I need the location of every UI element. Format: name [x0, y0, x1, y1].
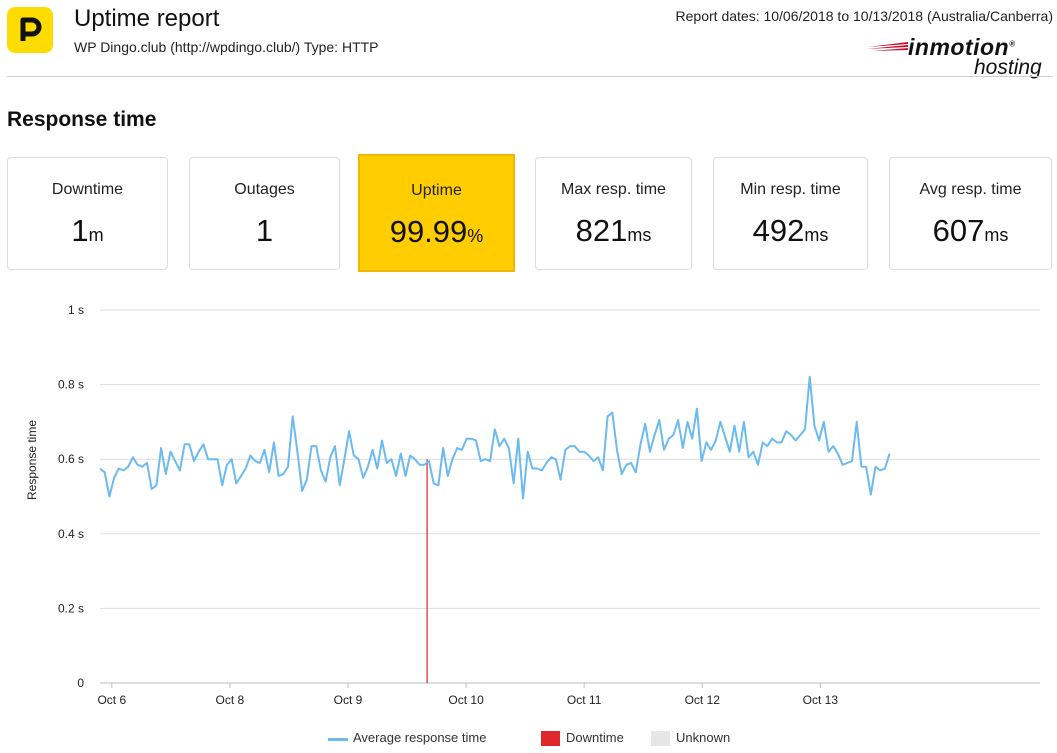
stat-card-avg-resp: Avg resp. time 607ms [889, 157, 1052, 270]
stat-value: 1m [71, 213, 104, 248]
chart-grid [100, 309, 1040, 684]
x-tick-label: Oct 12 [685, 693, 721, 707]
stat-label: Uptime [411, 182, 462, 199]
chart-legend: Average response time Downtime Unknown [0, 730, 1057, 750]
stat-card-outages: Outages 1 [189, 157, 340, 270]
header-divider [7, 76, 1053, 77]
stat-value: 821ms [575, 213, 652, 248]
stat-value: 99.99% [389, 214, 484, 249]
section-title: Response time [7, 108, 157, 131]
y-axis-label: Response time [25, 420, 39, 500]
brand-stripes-icon [866, 42, 908, 51]
legend-item-unknown[interactable]: Unknown [676, 730, 731, 745]
x-tick-label: Oct 11 [567, 693, 602, 707]
x-tick-label: Oct 9 [334, 693, 363, 707]
legend-swatch-unknown [651, 731, 670, 746]
chart-series [99, 375, 891, 500]
stat-value: 492ms [752, 213, 829, 248]
x-tick-label: Oct 10 [448, 693, 484, 707]
x-axis-ticks: Oct 6 Oct 8 Oct 9 Oct 10 Oct 11 Oct 12 Oct 13 [97, 683, 838, 707]
y-tick-label: 0.4 s [58, 527, 84, 541]
series-line-avg-response [99, 375, 891, 500]
stat-label: Avg resp. time [919, 181, 1022, 198]
legend-item-downtime[interactable]: Downtime [566, 730, 624, 745]
page-title: Uptime report [74, 5, 220, 32]
y-tick-label: 0.6 s [58, 452, 84, 466]
page-subtitle: WP Dingo.club (http://wpdingo.club/) Typ… [74, 39, 379, 55]
x-tick-label: Oct 8 [216, 693, 245, 707]
report-dates: Report dates: 10/06/2018 to 10/13/2018 (… [675, 8, 1053, 24]
stat-card-downtime: Downtime 1m [7, 157, 168, 270]
legend-swatch-line [328, 738, 348, 741]
stat-label: Min resp. time [740, 181, 841, 198]
uptime-logo [7, 7, 53, 53]
stat-value: 607ms [932, 213, 1009, 248]
y-tick-label: 1 s [68, 303, 84, 317]
stat-label: Downtime [51, 181, 124, 198]
stat-card-uptime: Uptime 99.99% [358, 154, 515, 272]
response-time-chart: 0 0.2 s 0.4 s 0.6 s 0.8 s 1 s Oct 6 Oct 8 Oct 9… [25, 303, 1040, 707]
x-tick-label: Oct 6 [97, 693, 126, 707]
y-tick-label: 0.8 s [58, 378, 84, 392]
stat-card-max-resp: Max resp. time 821ms [535, 157, 692, 270]
stat-card-min-resp: Min resp. time 492ms [713, 157, 868, 270]
brand-sub: hosting [974, 56, 1042, 79]
y-tick-label: 0 [77, 676, 84, 690]
p-letter-icon [20, 17, 42, 41]
legend-swatch-downtime [541, 731, 560, 746]
inmotion-hosting-logo: inmotion® hosting [866, 34, 1052, 82]
y-tick-label: 0.2 s [58, 601, 84, 615]
stat-value: 1 [255, 213, 274, 248]
stat-label: Outages [234, 181, 295, 198]
stat-label: Max resp. time [561, 181, 666, 198]
legend-item-avg[interactable]: Average response time [353, 730, 487, 745]
brand-name: inmotion® [908, 34, 1016, 60]
y-axis-ticks: 0 0.2 s 0.4 s 0.6 s 0.8 s 1 s [58, 303, 84, 690]
x-tick-label: Oct 13 [803, 693, 839, 707]
